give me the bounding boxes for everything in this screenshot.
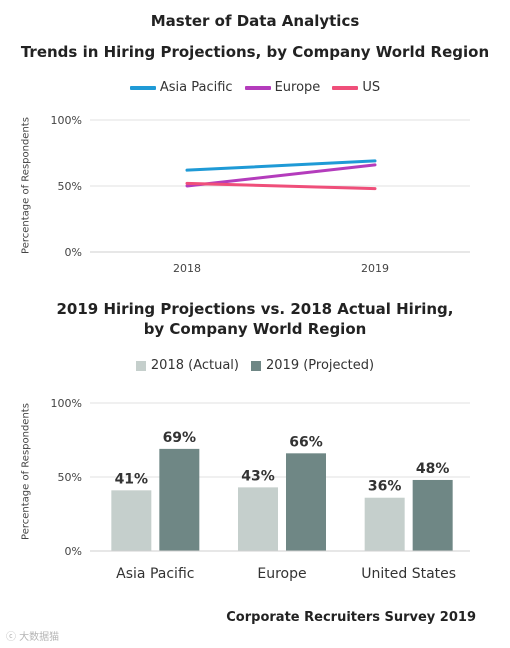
legend-label: 2019 (Projected): [266, 358, 375, 373]
bar-asia-pacific-2019: [159, 448, 200, 551]
legend-line-icon: [129, 85, 156, 90]
legend-line-icon: [244, 85, 271, 90]
bar-chart-y-tick-label: 0%: [65, 545, 82, 558]
legend-swatch-icon: [135, 360, 146, 371]
legend-line-icon: [332, 85, 359, 90]
bar-data-label: 48%: [416, 461, 450, 477]
line-series-asia-pacific: [185, 159, 377, 172]
legend-label: Asia Pacific: [159, 80, 233, 95]
page-title: Master of Data Analytics: [150, 12, 360, 30]
bar-united-states-2018: [364, 497, 405, 551]
bar-chart-legend: 2018 (Actual) 2019 (Projected): [0, 358, 510, 373]
legend-item-2018-actual: 2018 (Actual): [135, 358, 239, 373]
legend-item-2019-projected: 2019 (Projected): [251, 358, 374, 373]
legend-label: US: [362, 80, 381, 95]
bar-chart-category-label: Asia Pacific: [116, 566, 194, 582]
bar-data-label: 66%: [289, 434, 323, 450]
bar-data-label: 36%: [368, 479, 402, 495]
bar-data-label: 69%: [163, 430, 197, 446]
line-chart-title: Trends in Hiring Projections, by Company…: [20, 43, 490, 61]
legend-item-asia-pacific: Asia Pacific: [129, 80, 233, 95]
line-chart-y-tick-label: 100%: [51, 114, 82, 127]
bar-chart-category-label: United States: [361, 566, 456, 582]
legend-label: 2018 (Actual): [150, 358, 239, 373]
legend-item-europe: Europe: [244, 80, 321, 95]
legend-item-us: US: [332, 80, 380, 95]
bar-chart-category-label: Europe: [257, 566, 306, 582]
legend-swatch-icon: [251, 360, 261, 371]
bar-data-label: 43%: [241, 468, 275, 484]
line-chart-y-tick-label: 0%: [65, 246, 82, 259]
bar-europe-2019: [286, 453, 326, 551]
legend-label: Europe: [274, 80, 321, 95]
line-chart-y-tick-label: 50%: [58, 180, 82, 193]
footer-source: Corporate Recruiters Survey 2019: [226, 610, 476, 625]
line-chart-x-tick-label: 2019: [361, 262, 389, 275]
bar-chart-subtitle: by Company World Region: [143, 320, 367, 338]
bar-chart-title: 2019 Hiring Projections vs. 2018 Actual …: [56, 300, 454, 318]
line-chart-legend: Asia Pacific Europe US: [0, 80, 510, 95]
bar-asia-pacific-2018: [111, 490, 152, 551]
bar-chart-y-tick-label: 100%: [51, 397, 82, 410]
line-chart-x-tick-label: 2018: [173, 262, 201, 275]
bar-chart-y-tick-label: 50%: [58, 471, 82, 484]
line-series-europe: [185, 163, 377, 188]
bar-united-states-2019: [412, 479, 453, 551]
line-series-us: [185, 181, 377, 191]
bar-data-label: 41%: [115, 471, 149, 487]
watermark: ⓒ 大数据猫: [6, 632, 60, 643]
bar-europe-2018: [238, 487, 278, 551]
